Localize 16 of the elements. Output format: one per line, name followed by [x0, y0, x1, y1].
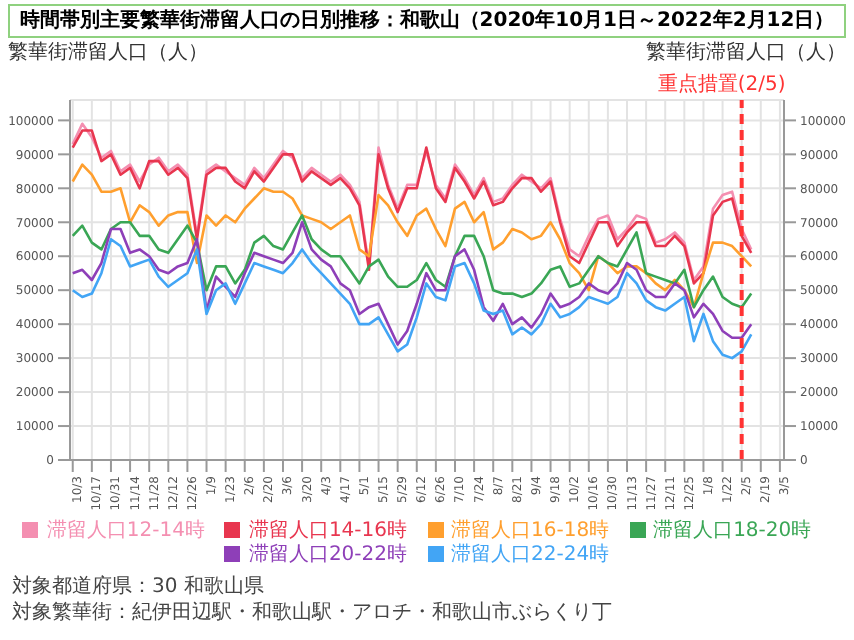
line-series	[71, 237, 753, 360]
legend-label: 滞留人口20-22時	[248, 544, 407, 566]
legend-label: 滞留人口18-20時	[653, 520, 812, 542]
ref-line-label: 重点措置(2/5)	[657, 72, 786, 96]
y2-axis-title: 繁華街滞留人口（人）	[646, 42, 846, 64]
text: 対象都道府県：30 和歌山県	[12, 574, 266, 600]
chart-title: 時間帯別主要繁華街滞留人口の日別推移：和歌山（2020年10月1日～2022年2月12日）	[8, 4, 846, 38]
legend-label: 滞留人口16-18時	[451, 520, 610, 542]
line-series	[71, 163, 753, 309]
line-series	[71, 214, 753, 309]
line-series	[71, 220, 753, 346]
legend-label: 滞留人口12-14時	[46, 520, 205, 542]
text: 対象繁華街：紀伊田辺駅・和歌山駅・アロチ・和歌山市ぶらくり丁	[12, 600, 612, 626]
legend-label: 滞留人口22-24時	[451, 544, 610, 566]
y-axis-title: 繁華街滞留人口（人）	[8, 42, 208, 64]
legend-label: 滞留人口14-16時	[248, 520, 407, 542]
